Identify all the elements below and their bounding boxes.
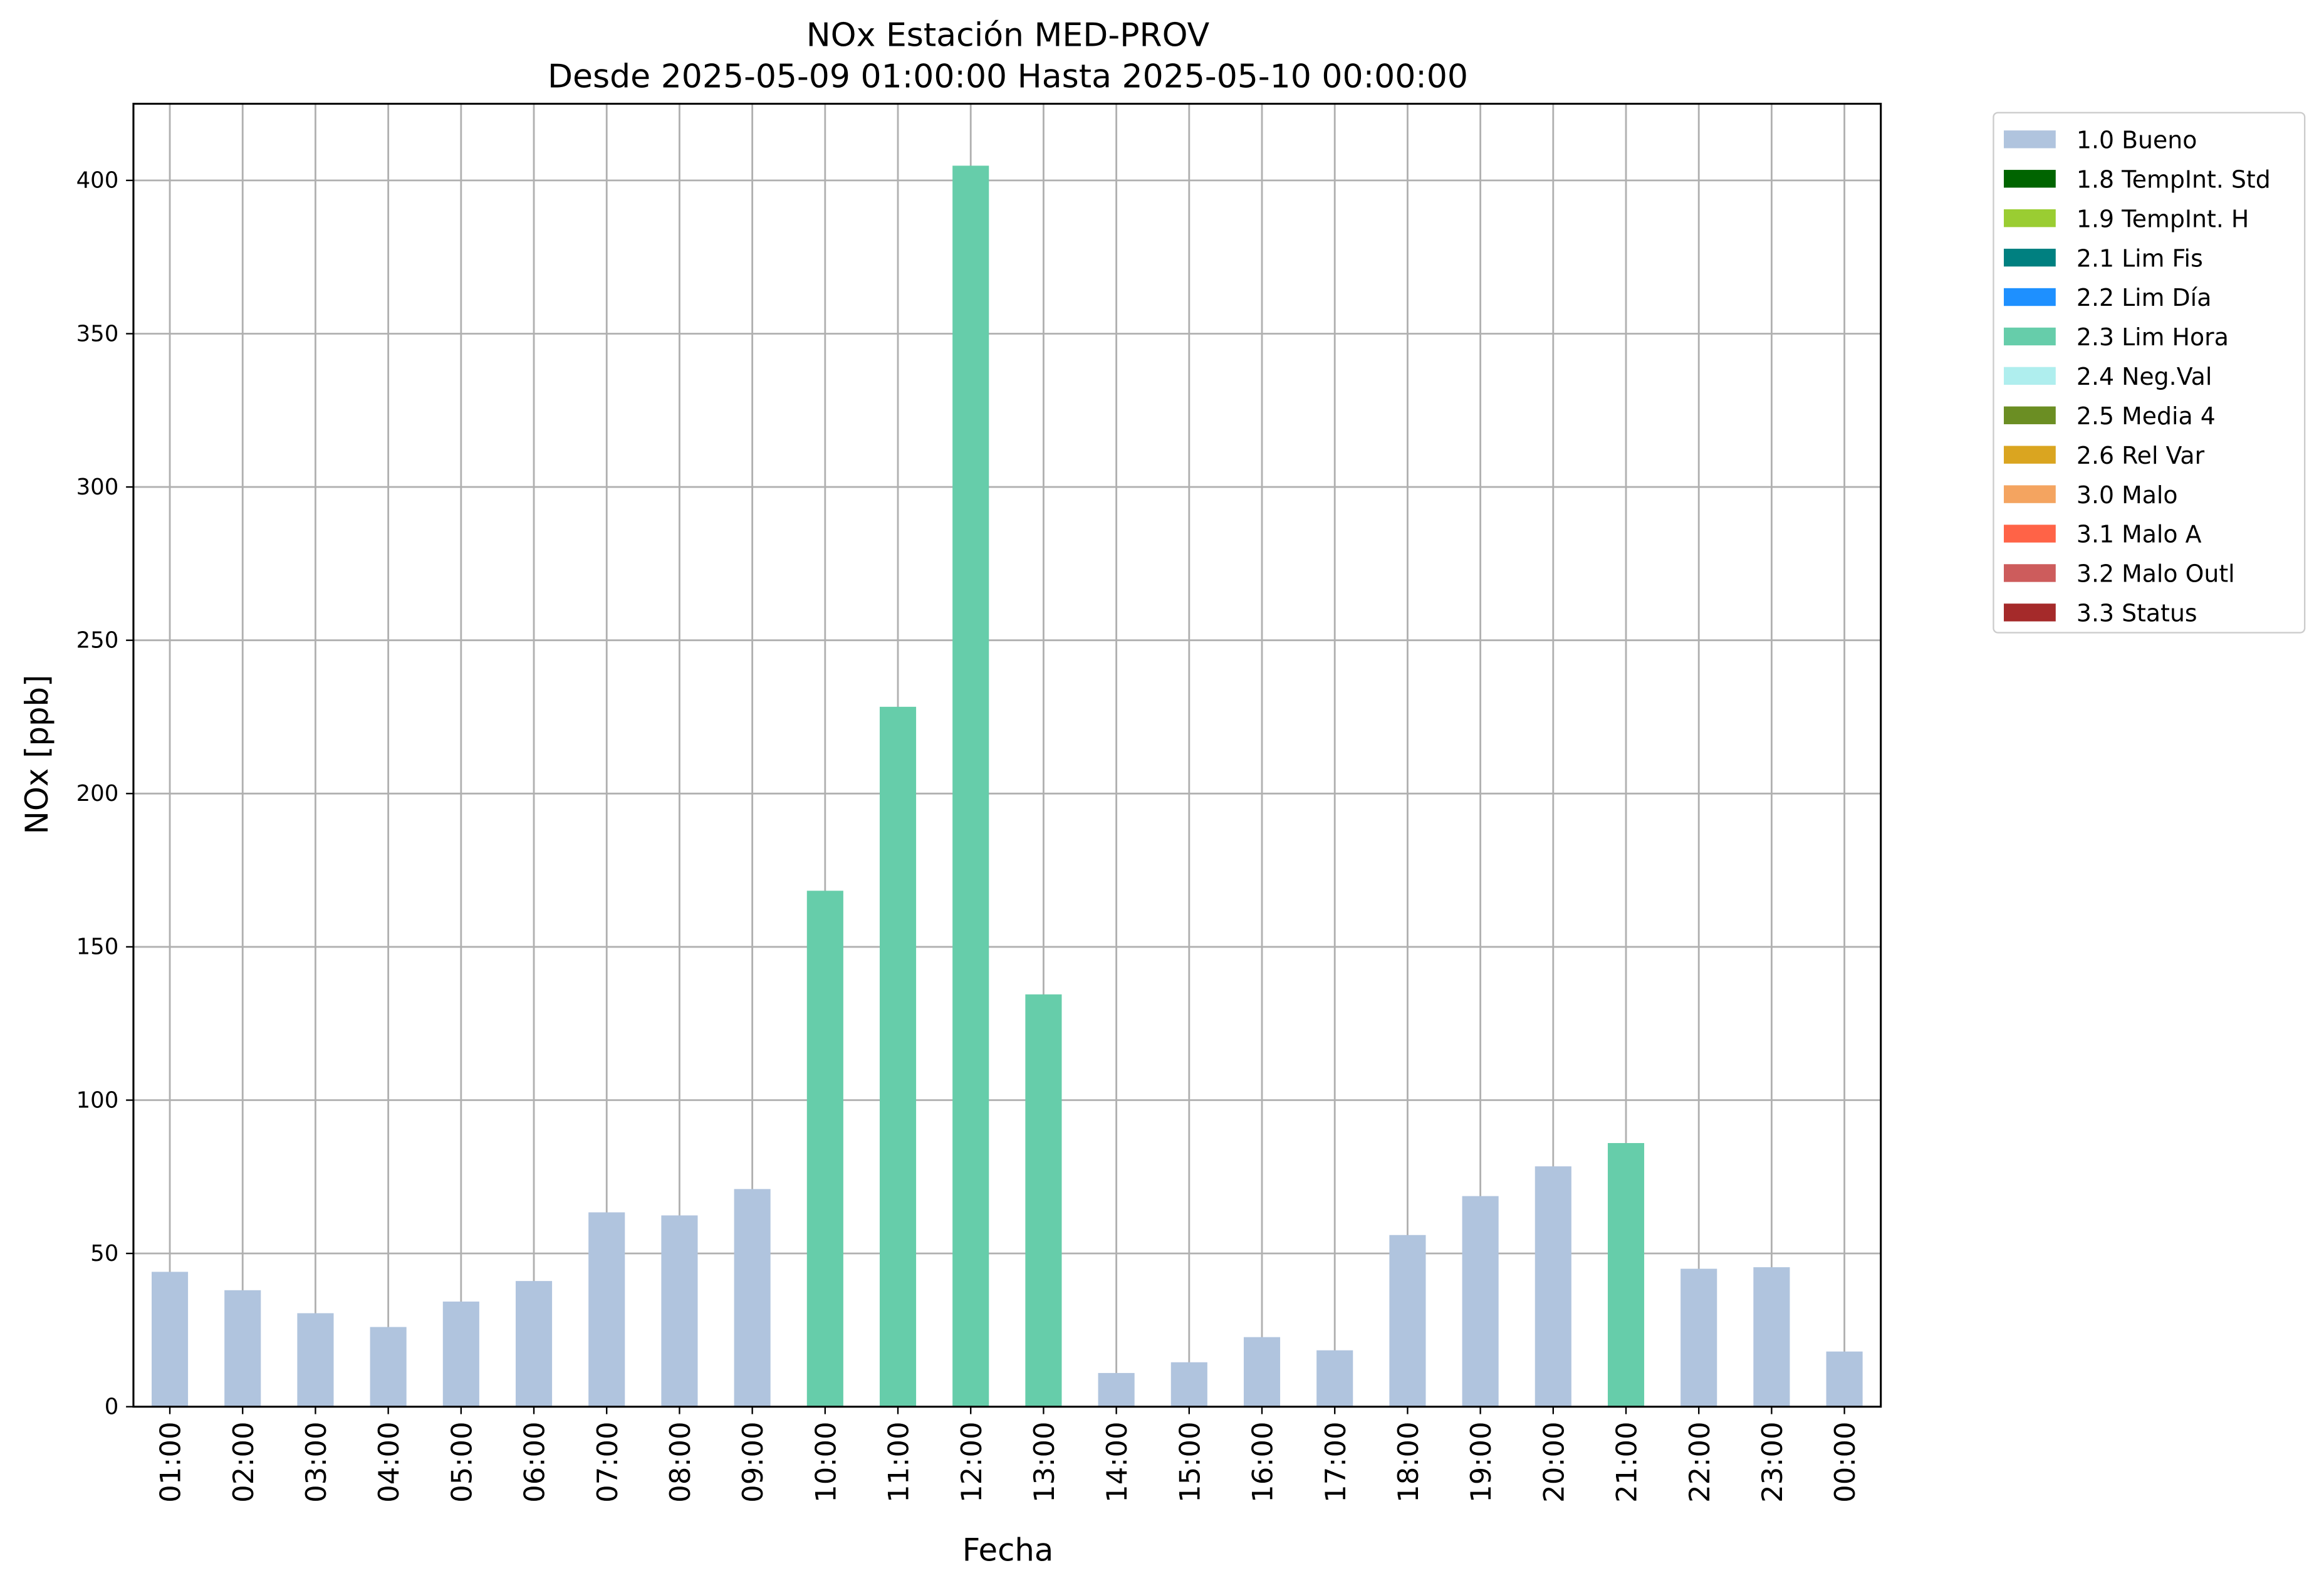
- bar: [370, 1327, 407, 1407]
- legend-swatch: [2004, 564, 2056, 582]
- bar: [588, 1212, 625, 1407]
- y-tick-label: 400: [76, 168, 119, 194]
- y-tick-label: 0: [105, 1394, 119, 1420]
- legend-swatch: [2004, 327, 2056, 346]
- legend-label: 2.4 Neg.Val: [2076, 363, 2212, 390]
- legend-label: 3.2 Malo Outl: [2076, 560, 2235, 588]
- bar: [442, 1301, 479, 1407]
- bar: [806, 891, 843, 1407]
- bar: [1535, 1166, 1571, 1407]
- x-tick-label: 04:00: [372, 1421, 405, 1503]
- bar: [1680, 1268, 1717, 1407]
- y-axis-label: NOx [ppb]: [19, 675, 55, 835]
- bar: [1098, 1372, 1135, 1407]
- x-tick-label: 06:00: [518, 1421, 551, 1503]
- x-tick-label: 14:00: [1100, 1421, 1133, 1503]
- x-tick-label: 17:00: [1319, 1421, 1352, 1503]
- legend-swatch: [2004, 367, 2056, 385]
- x-tick-label: 02:00: [227, 1421, 260, 1503]
- y-tick-label: 250: [76, 628, 119, 654]
- legend-swatch: [2004, 248, 2056, 267]
- legend-swatch: [2004, 170, 2056, 188]
- legend-swatch: [2004, 288, 2056, 306]
- legend-label: 3.1 Malo A: [2076, 521, 2202, 548]
- legend-label: 2.1 Lim Fis: [2076, 244, 2203, 272]
- x-tick-label: 16:00: [1246, 1421, 1279, 1503]
- x-tick-label: 19:00: [1464, 1421, 1498, 1503]
- legend-label: 2.2 Lim Día: [2076, 284, 2211, 311]
- legend-box: [1993, 112, 2306, 634]
- plot-frame: [132, 103, 1882, 1408]
- bar: [952, 165, 989, 1407]
- y-tick-label: 350: [76, 321, 119, 347]
- legend-label: 3.0 Malo: [2076, 481, 2178, 509]
- x-tick-label: 03:00: [300, 1421, 333, 1503]
- x-tick-label: 20:00: [1537, 1421, 1570, 1503]
- legend-swatch: [2004, 603, 2056, 622]
- legend-swatch: [2004, 406, 2056, 424]
- x-tick-label: 07:00: [591, 1421, 624, 1503]
- bar: [224, 1290, 261, 1407]
- legend-swatch: [2004, 209, 2056, 227]
- legend-label: 1.0 Bueno: [2076, 127, 2197, 154]
- x-tick-label: 10:00: [809, 1421, 842, 1503]
- x-tick-label: 05:00: [445, 1421, 478, 1503]
- x-tick-label: 11:00: [882, 1421, 915, 1503]
- bar: [1607, 1142, 1645, 1407]
- x-tick-label: 21:00: [1610, 1421, 1644, 1503]
- y-tick-label: 150: [76, 934, 119, 960]
- legend-swatch: [2004, 130, 2056, 149]
- bar: [151, 1272, 189, 1407]
- y-tick-label: 200: [76, 781, 119, 807]
- legend-label: 2.3 Lim Hora: [2076, 323, 2229, 351]
- y-tick-label: 100: [76, 1087, 119, 1113]
- bar: [297, 1313, 334, 1407]
- chart-subtitle: Desde 2025-05-09 01:00:00 Hasta 2025-05-…: [548, 58, 1468, 96]
- legend-swatch: [2004, 446, 2056, 464]
- legend-swatch: [2004, 525, 2056, 543]
- legend-label: 3.3 Status: [2076, 600, 2197, 627]
- bar: [1826, 1351, 1863, 1407]
- bar: [1462, 1196, 1499, 1407]
- bar: [1316, 1350, 1353, 1407]
- x-tick-label: 22:00: [1683, 1421, 1716, 1503]
- bars: [151, 165, 1863, 1407]
- bar: [1025, 994, 1062, 1407]
- legend-label: 1.9 TempInt. H: [2076, 205, 2249, 232]
- x-axis-label: Fecha: [962, 1532, 1054, 1569]
- y-tick-label: 50: [90, 1241, 118, 1267]
- bar: [1753, 1267, 1790, 1407]
- x-tick-label: 13:00: [1028, 1421, 1061, 1503]
- bar: [1389, 1235, 1426, 1407]
- bar: [1243, 1337, 1281, 1407]
- bar: [1170, 1362, 1207, 1407]
- bar: [734, 1189, 771, 1407]
- x-tick-label: 08:00: [664, 1421, 697, 1503]
- x-tick-label: 09:00: [736, 1421, 769, 1503]
- bar: [515, 1281, 553, 1407]
- legend-swatch: [2004, 485, 2056, 503]
- x-tick-label: 01:00: [154, 1421, 187, 1503]
- x-tick-label: 15:00: [1173, 1421, 1206, 1503]
- legend-label: 2.6 Rel Var: [2076, 442, 2205, 469]
- x-tick-label: 23:00: [1756, 1421, 1789, 1503]
- x-tick-label: 18:00: [1392, 1421, 1425, 1503]
- chart-title: NOx Estación MED-PROV: [806, 16, 1210, 54]
- bar: [661, 1215, 698, 1407]
- legend-label: 2.5 Media 4: [2076, 402, 2216, 430]
- x-tick-label: 00:00: [1828, 1421, 1862, 1503]
- legend-label: 1.8 TempInt. Std: [2076, 165, 2271, 193]
- y-tick-label: 300: [76, 474, 119, 500]
- bar: [879, 706, 917, 1407]
- x-tick-label: 12:00: [955, 1421, 988, 1503]
